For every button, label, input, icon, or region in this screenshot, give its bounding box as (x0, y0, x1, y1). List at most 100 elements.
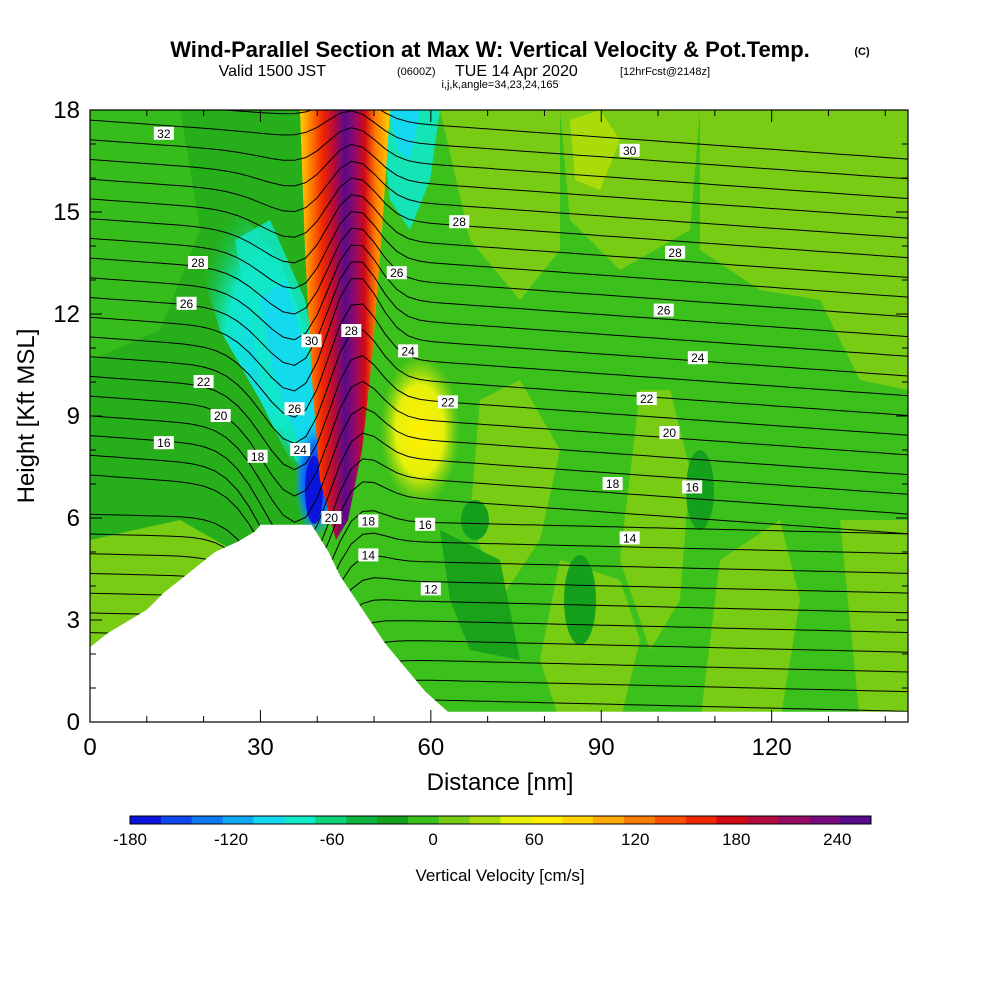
contour-label-bg (187, 256, 208, 269)
theta-contour-label: 16 (682, 480, 703, 494)
colorbar-cell (500, 816, 532, 824)
contour-label-text: 18 (362, 514, 376, 528)
field-region (470, 380, 560, 600)
contour-label-text: 26 (390, 266, 404, 280)
field-region (461, 500, 489, 540)
colorbar-tick-label: -120 (214, 830, 248, 849)
contour-label-bg (358, 548, 379, 562)
contour-label-bg (619, 531, 640, 545)
colorbar-title: Vertical Velocity [cm/s] (415, 866, 584, 885)
x-tick-label: 0 (83, 734, 96, 761)
theta-contour-label: 22 (437, 395, 458, 409)
contour-label-bg (301, 334, 322, 348)
colorbar-cell (778, 816, 810, 824)
contour-label-text: 16 (157, 436, 171, 450)
contour-label-bg (284, 402, 305, 416)
colorbar-cell (222, 816, 254, 824)
theta-contour-label: 26 (176, 296, 197, 311)
theta-contour-label: 28 (341, 324, 362, 338)
theta-contour-label: 18 (358, 514, 379, 528)
contour-label-bg (687, 351, 708, 365)
theta-isoline (90, 432, 908, 550)
x-tick-label: 90 (588, 734, 615, 761)
contour-label-bg (321, 511, 342, 524)
colorbar-cell (284, 816, 316, 824)
y-tick-labels: 0 3 6 9 12 15 18 (53, 97, 80, 736)
theta-isoline (90, 474, 908, 589)
contour-label-text: 16 (418, 518, 432, 532)
theta-isoline (90, 177, 908, 259)
contour-label-text: 28 (345, 324, 359, 338)
contour-label-text: 26 (657, 304, 671, 318)
contour-label-text: 16 (685, 480, 699, 494)
colorbar-tick-label: -180 (113, 830, 147, 849)
valid-utc: (0600Z) (397, 66, 436, 78)
section-params: i,j,k,angle=34,23,24,165 (441, 79, 558, 91)
theta-contour-label: 24 (687, 351, 708, 365)
colorbar-cell (531, 816, 563, 824)
theta-contour-label: 20 (659, 426, 680, 440)
contour-label-text: 26 (180, 297, 194, 311)
y-axis-label: Height [Kft MSL] (13, 329, 40, 504)
colorbar-cell (685, 816, 718, 824)
contour-label-text: 32 (157, 127, 171, 141)
updraft-flank (380, 355, 460, 505)
downdraft-band (380, 110, 440, 230)
theta-contour-label: 26 (386, 266, 407, 280)
colorbar-cell (593, 816, 625, 824)
contour-label-text: 20 (214, 409, 228, 423)
contour-label-text: 28 (453, 215, 467, 229)
colorbar-frame (129, 815, 872, 825)
colorbar-cell (407, 816, 440, 824)
contour-label-text: 30 (623, 144, 637, 158)
contour-label-text: 12 (424, 582, 438, 596)
contour-label-bg (665, 245, 686, 259)
theta-contour-label: 30 (619, 143, 640, 158)
colorbar-cell (346, 816, 378, 824)
contour-label-bg (386, 266, 407, 280)
x-tick-label: 60 (417, 734, 444, 761)
theta-isoline (90, 160, 908, 239)
theta-contour-label: 28 (449, 215, 470, 229)
contour-label-bg (290, 443, 311, 456)
y-tick-label: 9 (67, 403, 80, 430)
field-region (564, 555, 596, 645)
colorbar-cell (469, 816, 501, 824)
x-tick-label: 120 (752, 734, 792, 761)
theta-isoline (90, 127, 908, 199)
contour-label-text: 22 (197, 375, 211, 389)
y-tick-label: 6 (67, 505, 80, 532)
colorbar-tick-label: 120 (621, 830, 649, 849)
colorbar-cell (191, 816, 224, 824)
colorbar-cell (624, 816, 656, 824)
theta-isoline (90, 194, 908, 278)
valid-time: Valid 1500 JST (219, 63, 327, 80)
contour-label-bg (341, 324, 362, 337)
downdraft-core (305, 456, 323, 524)
theta-contour-label: 24 (398, 344, 419, 358)
theta-isoline (90, 355, 908, 471)
contour-label-text: 24 (691, 351, 705, 365)
theta-contour-label: 12 (420, 582, 441, 596)
theta-contour-label: 18 (602, 477, 623, 491)
y-tick-label: 12 (53, 301, 80, 328)
colorbar-tick-label: 240 (823, 830, 851, 849)
colorbar-tick-label: 180 (722, 830, 750, 849)
contour-label-bg (449, 215, 470, 229)
theta-contour-label: 30 (301, 334, 322, 348)
colorbar-cell (160, 816, 193, 824)
y-tick-label: 18 (53, 97, 80, 124)
contour-label-text: 20 (325, 511, 339, 525)
chart-titles: Wind-Parallel Section at Max W: Vertical… (170, 37, 870, 91)
colorbar-cell (377, 816, 409, 824)
contour-label-bg (659, 426, 680, 439)
contour-label-bg (153, 436, 174, 450)
contour-label-text: 18 (606, 477, 620, 491)
contour-label-bg (210, 409, 231, 422)
theta-isoline (90, 261, 908, 366)
colorbar-cell (840, 816, 872, 824)
contour-label-bg (682, 480, 703, 494)
plot-area: 12 14 14 16 16 16 18 18 18 20 20 20 22 22 22 24 24 24 26 26… (90, 110, 908, 722)
colorbar-tick-label: 0 (428, 830, 437, 849)
